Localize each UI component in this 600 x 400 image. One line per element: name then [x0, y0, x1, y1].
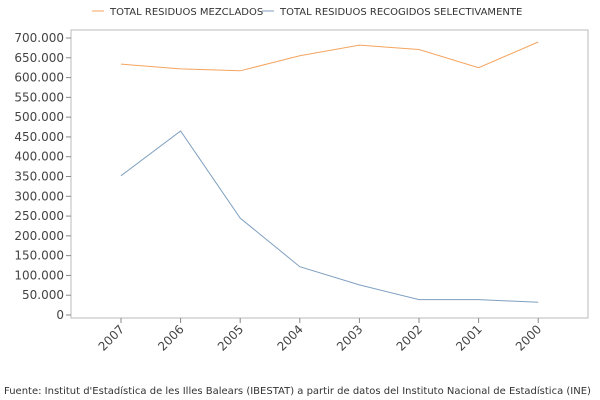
x-tick-label-4: 2003: [334, 322, 365, 353]
y-tick-label-3: 150.000: [14, 249, 64, 263]
plot-area: [70, 29, 589, 319]
y-tick-label-4: 200.000: [14, 229, 64, 243]
legend-label-0: TOTAL RESIDUOS MEZCLADOS: [109, 7, 263, 18]
y-tick-label-11: 550.000: [14, 90, 64, 104]
y-tick-label-14: 700.000: [14, 31, 64, 45]
x-tick-label-6: 2001: [453, 322, 484, 353]
x-tick-label-1: 2006: [155, 322, 186, 353]
y-tick-label-13: 650.000: [14, 51, 64, 65]
y-tick-label-7: 350.000: [14, 170, 64, 184]
y-tick-label-6: 300.000: [14, 189, 64, 203]
y-tick-label-12: 600.000: [14, 71, 64, 85]
source-note: Fuente: Institut d'Estadística de les Il…: [4, 386, 591, 397]
series-line-1: [120, 130, 539, 303]
legend: TOTAL RESIDUOS MEZCLADOS TOTAL RESIDUOS R…: [92, 7, 522, 18]
x-tick-label-3: 2004: [274, 322, 305, 353]
y-tick-label-0: 0: [56, 308, 64, 322]
series-line-0: [120, 41, 539, 72]
x-tick-label-5: 2002: [394, 322, 425, 353]
series-layer: [120, 41, 539, 303]
y-tick-label-1: 50.000: [22, 288, 64, 302]
x-tick-label-2: 2005: [215, 322, 246, 353]
x-tick-label-7: 2000: [513, 322, 544, 353]
y-tick-label-10: 500.000: [14, 110, 64, 124]
x-tick-label-0: 2007: [96, 322, 127, 353]
y-tick-label-8: 400.000: [14, 150, 64, 164]
y-tick-label-9: 450.000: [14, 130, 64, 144]
x-axis: 2007 2006 2005 2004 2003 2002 2001 2000: [96, 318, 544, 354]
legend-label-1: TOTAL RESIDUOS RECOGIDOS SELECTIVAMENTE: [279, 7, 522, 18]
y-axis: 0 50.000 100.000 150.000 200.000 250.000 300.0…: [14, 31, 71, 322]
y-tick-label-5: 250.000: [14, 209, 64, 223]
y-tick-label-2: 100.000: [14, 268, 64, 282]
